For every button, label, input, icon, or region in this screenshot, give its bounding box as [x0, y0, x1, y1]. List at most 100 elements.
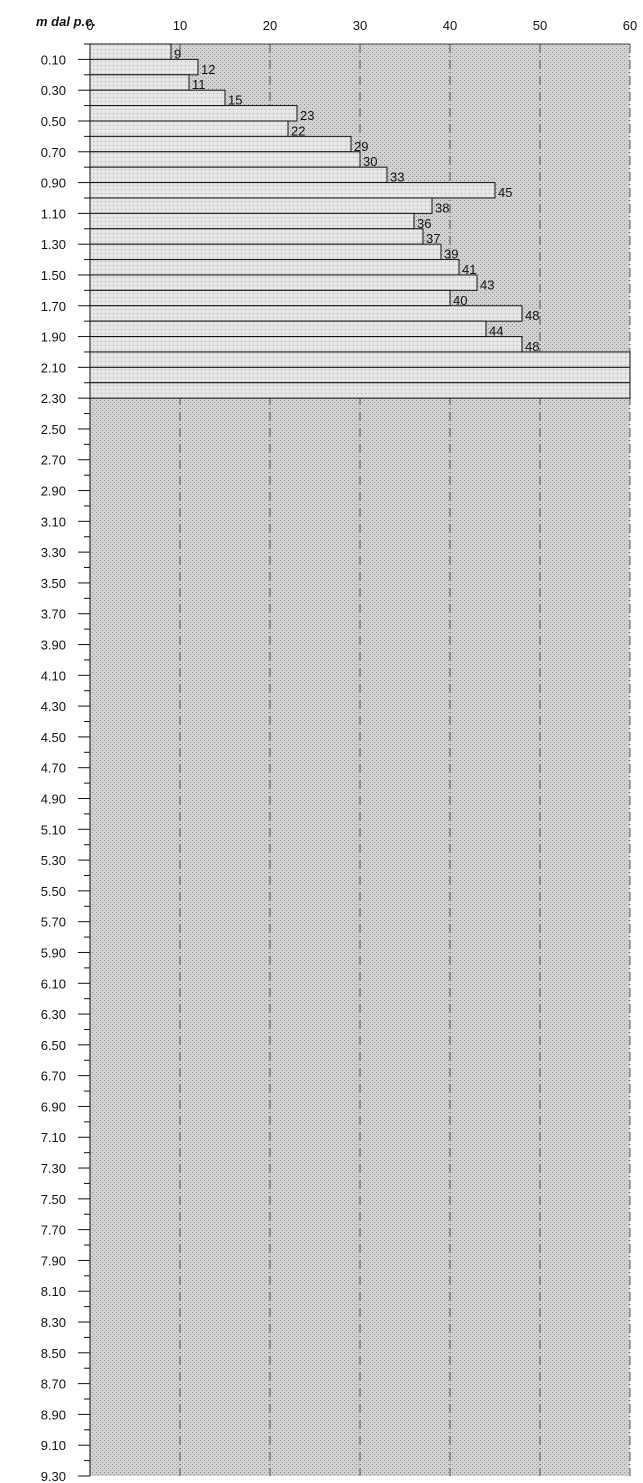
bar	[89, 243, 442, 261]
y-tick-label: 4.30	[41, 699, 66, 714]
bar-value-label: 22	[291, 123, 305, 138]
bar	[89, 366, 631, 384]
bar-value-label: 30	[363, 154, 377, 169]
bar	[89, 320, 487, 338]
bar	[89, 74, 190, 91]
bar	[89, 89, 226, 107]
y-tick-label: 0.70	[41, 145, 66, 160]
y-tick-label: 7.90	[41, 1253, 66, 1268]
bar-value-label: 48	[525, 308, 539, 323]
y-axis-title: m dal p.c.	[36, 14, 96, 29]
y-tick-label: 3.90	[41, 638, 66, 653]
bar	[89, 351, 631, 368]
bar	[89, 305, 523, 322]
bar-value-label: 41	[462, 262, 476, 277]
y-tick-label: 1.10	[41, 206, 66, 221]
bar	[89, 259, 460, 276]
y-tick-label: 1.50	[41, 268, 66, 283]
y-tick-label: 8.90	[41, 1407, 66, 1422]
y-tick-label: 9.10	[41, 1438, 66, 1453]
y-tick-label: 4.50	[41, 730, 66, 745]
bar	[89, 289, 451, 307]
bar	[89, 274, 478, 291]
y-tick-label: 6.50	[41, 1038, 66, 1053]
bar	[89, 105, 298, 122]
bar-value-label: 23	[300, 108, 314, 123]
y-tick-label: 4.90	[41, 791, 66, 806]
bar-value-label: 44	[489, 324, 503, 339]
y-tick-label: 7.50	[41, 1192, 66, 1207]
y-tick-label: 2.90	[41, 484, 66, 499]
bar-value-label: 39	[444, 247, 458, 262]
y-tick-label: 5.30	[41, 853, 66, 868]
y-tick-label: 4.70	[41, 761, 66, 776]
bar	[89, 212, 415, 230]
y-tick-label: 1.30	[41, 237, 66, 252]
y-tick-label: 5.90	[41, 945, 66, 960]
bar-value-label: 37	[426, 231, 440, 246]
y-tick-label: 8.30	[41, 1315, 66, 1330]
bar-value-label: 36	[417, 216, 431, 231]
y-tick-label: 6.70	[41, 1069, 66, 1084]
y-tick-label: 2.10	[41, 360, 66, 375]
y-tick-label: 3.50	[41, 576, 66, 591]
y-tick-label: 1.90	[41, 330, 66, 345]
y-tick-label: 0.50	[41, 114, 66, 129]
x-tick-label: 20	[263, 18, 277, 33]
bar-value-label: 48	[525, 339, 539, 354]
y-tick-label: 5.10	[41, 822, 66, 837]
bar	[89, 120, 289, 137]
bar	[89, 58, 199, 76]
y-tick-label: 3.10	[41, 514, 66, 529]
y-tick-label: 8.50	[41, 1346, 66, 1361]
axes: m dal p.c. 0 10 20 30 40 50 60 0.10 0.30 0.50 0.70…	[36, 14, 637, 1483]
bar-value-label: 29	[354, 139, 368, 154]
y-tick-label: 0.30	[41, 83, 66, 98]
y-tick-label: 6.30	[41, 1007, 66, 1022]
bar-value-label: 45	[498, 185, 512, 200]
y-tick-label: 6.90	[41, 1099, 66, 1114]
y-tick-label: 2.30	[41, 391, 66, 406]
y-tick-label: 2.70	[41, 453, 66, 468]
bar-value-label: 15	[228, 93, 242, 108]
bar	[89, 228, 424, 245]
bar	[89, 336, 523, 353]
bar	[89, 151, 361, 168]
bar-value-label: 9	[174, 46, 181, 61]
bar	[89, 135, 352, 153]
y-tick-label: 6.10	[41, 976, 66, 991]
bar-value-label: 38	[435, 200, 449, 215]
bar-value-label: 12	[201, 62, 215, 77]
y-tick-label: 3.30	[41, 545, 66, 560]
bar-value-label: 40	[453, 293, 467, 308]
y-tick-label: 4.10	[41, 668, 66, 683]
y-tick-label: 3.70	[41, 607, 66, 622]
bar	[89, 166, 388, 184]
bar	[89, 197, 433, 214]
y-tick-label: 8.10	[41, 1284, 66, 1299]
y-tick-label: 5.70	[41, 915, 66, 930]
grid	[179, 44, 631, 1476]
x-tick-label: 50	[533, 18, 547, 33]
bar-value-label: 43	[480, 277, 494, 292]
y-tick-label: 0.10	[41, 52, 66, 67]
y-tick-label: 7.10	[41, 1130, 66, 1145]
y-tick-label: 1.70	[41, 299, 66, 314]
y-tick-label: 5.50	[41, 884, 66, 899]
y-tick-label: 7.30	[41, 1161, 66, 1176]
bar	[89, 382, 631, 399]
y-tick-label: 7.70	[41, 1223, 66, 1238]
y-tick-label: 0.90	[41, 176, 66, 191]
x-tick-label: 0	[86, 18, 93, 33]
y-tick-label: 8.70	[41, 1377, 66, 1392]
y-tick-label: 2.50	[41, 422, 66, 437]
bar-value-label: 33	[390, 170, 404, 185]
x-tick-label: 30	[353, 18, 367, 33]
bar	[89, 182, 496, 199]
x-tick-label: 40	[443, 18, 457, 33]
x-tick-label: 60	[623, 18, 637, 33]
bar	[89, 43, 172, 60]
x-tick-label: 10	[173, 18, 187, 33]
